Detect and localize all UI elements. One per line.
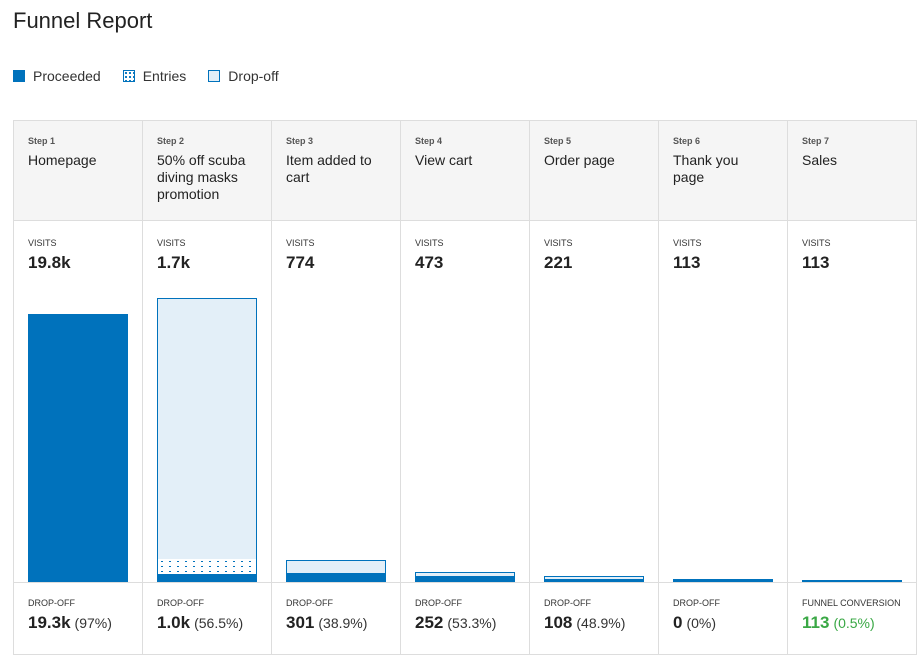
dropoff-percent: (53.3%) (447, 615, 497, 631)
visits-value: 113 (673, 253, 701, 272)
dropoff-percent: (0%) (686, 615, 717, 631)
visits-value: 113 (802, 253, 830, 272)
visits-label: VISITS (415, 238, 444, 248)
dropoff-value: 1.0k (157, 613, 191, 632)
funnel-step: Step 5 Order page VISITS 221 DROP-OFF 108(… (530, 121, 659, 654)
step-number: Step 6 (673, 136, 701, 146)
legend: Proceeded Entries Drop-off (13, 68, 279, 84)
visits-label: VISITS (673, 238, 702, 248)
dropoff-label: DROP-OFF (544, 598, 591, 608)
dropoff-value: 301 (286, 613, 315, 632)
legend-dropoff: Drop-off (208, 68, 279, 84)
dropoff-percent: (48.9%) (576, 615, 626, 631)
funnel-step: Step 6 Thank you page VISITS 113 DROP-OFF … (659, 121, 788, 654)
dropoff-percent: (56.5%) (194, 615, 244, 631)
step-name: 50% off scuba diving masks promotion (157, 152, 246, 202)
bar-proceeded (28, 314, 128, 582)
visits-label: VISITS (28, 238, 57, 248)
step-name: Order page (544, 152, 615, 168)
dropoff-label: FUNNEL CONVERSION (802, 598, 901, 608)
dropoff-label: DROP-OFF (673, 598, 720, 608)
dropoff-label: DROP-OFF (157, 598, 204, 608)
step-number: Step 1 (28, 136, 56, 146)
visits-value: 1.7k (157, 253, 191, 272)
legend-proceeded: Proceeded (13, 68, 101, 84)
dropoff-percent: (97%) (74, 615, 112, 631)
bar-proceeded (157, 574, 257, 582)
dropoff-percent: (0.5%) (833, 615, 875, 631)
bar-entries (157, 559, 257, 574)
legend-entries: Entries (122, 68, 186, 84)
funnel-step: Step 3 Item added to cart VISITS 774 DROP-… (272, 121, 401, 654)
dropoff-value: 108 (544, 613, 573, 632)
step-number: Step 2 (157, 136, 185, 146)
dropoff-percent: (38.9%) (318, 615, 368, 631)
step-number: Step 3 (286, 136, 314, 146)
visits-value: 221 (544, 253, 573, 272)
dropoff-value: 113 (802, 613, 830, 632)
visits-label: VISITS (802, 238, 831, 248)
bar-proceeded (544, 579, 644, 582)
bar-proceeded (802, 580, 902, 582)
step-name: Thank you page (673, 152, 739, 185)
bar-proceeded (673, 579, 773, 582)
dropoff-label: DROP-OFF (28, 598, 75, 608)
visits-value: 473 (415, 253, 444, 272)
page-title: Funnel Report (13, 8, 153, 33)
dropoff-value: 0 (673, 613, 683, 632)
visits-label: VISITS (544, 238, 573, 248)
dropoff-value: 252 (415, 613, 444, 632)
step-number: Step 7 (802, 136, 830, 146)
step-number: Step 4 (415, 136, 443, 146)
funnel-step: Step 1 Homepage VISITS 19.8k DROP-OFF 19.3… (14, 121, 143, 654)
bar-proceeded (286, 573, 386, 582)
dropoff-label: DROP-OFF (286, 598, 333, 608)
visits-label: VISITS (157, 238, 186, 248)
bar-outline (157, 298, 257, 582)
dropoff-value: 19.3k (28, 613, 71, 632)
bar-proceeded (415, 576, 515, 582)
visits-label: VISITS (286, 238, 315, 248)
funnel-table: Step 1 Homepage VISITS 19.8k DROP-OFF 19.3… (13, 120, 917, 655)
step-name: View cart (415, 152, 473, 168)
step-name: Sales (802, 152, 838, 168)
funnel-step: Step 2 50% off scuba diving masks promoti… (143, 121, 272, 654)
funnel-step: Step 7 Sales VISITS 113 FUNNEL CONVERSION … (788, 121, 916, 654)
step-number: Step 5 (544, 136, 572, 146)
visits-value: 774 (286, 253, 315, 272)
funnel-step: Step 4 View cart VISITS 473 DROP-OFF 252 (5… (401, 121, 530, 654)
visits-value: 19.8k (28, 253, 71, 272)
step-name: Item added to cart (286, 152, 372, 185)
dropoff-label: DROP-OFF (415, 598, 462, 608)
step-name: Homepage (28, 152, 97, 168)
